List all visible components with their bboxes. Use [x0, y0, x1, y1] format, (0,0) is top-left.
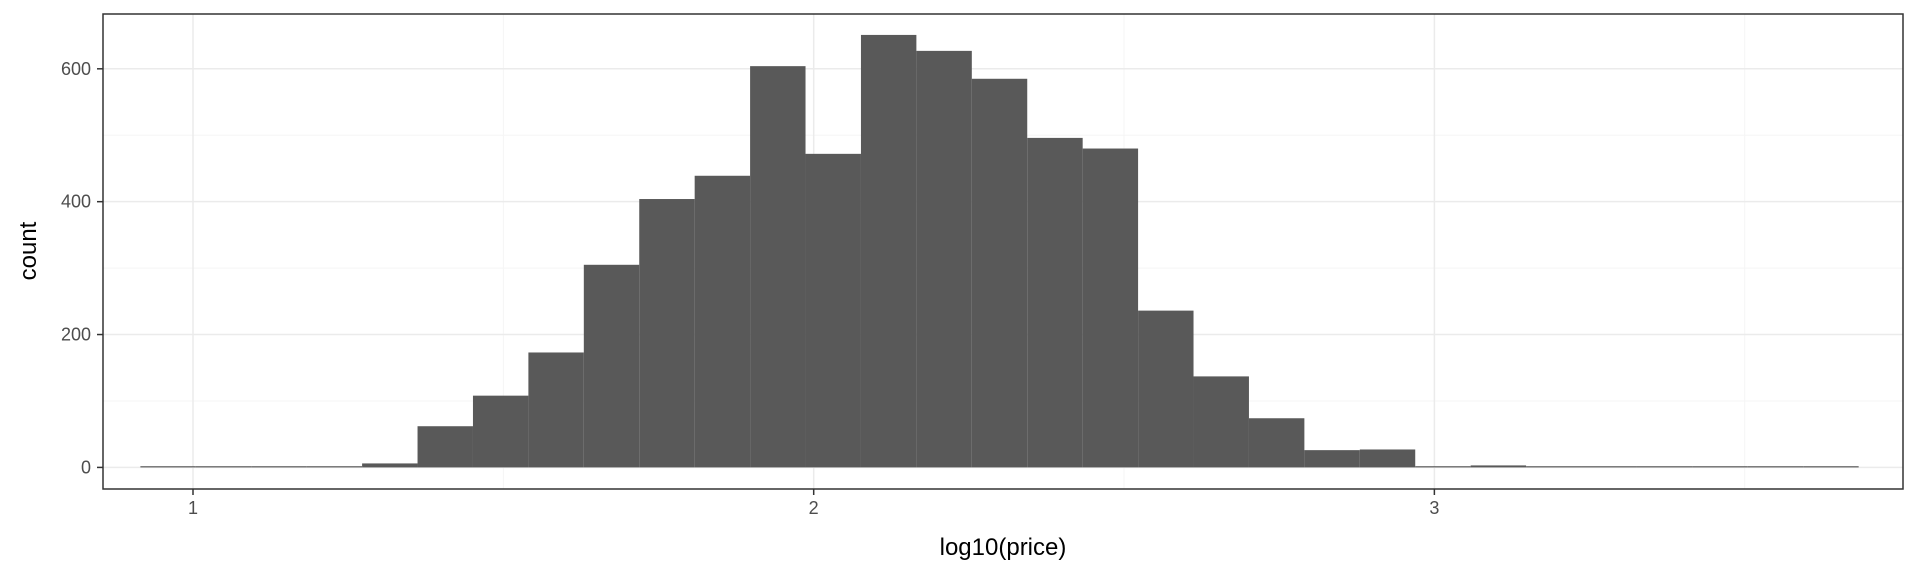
y-tick-label: 400: [61, 192, 91, 212]
x-tick-label: 3: [1429, 498, 1439, 518]
histogram-bar: [472, 395, 529, 468]
histogram-bar: [1248, 418, 1305, 468]
histogram-bar: [1193, 376, 1249, 468]
histogram-bar: [1581, 466, 1637, 468]
histogram-bar: [860, 34, 917, 468]
histogram-bar: [805, 153, 861, 468]
histogram-bar: [1304, 450, 1360, 468]
histogram-bar: [195, 466, 252, 468]
histogram-bar: [1082, 148, 1139, 468]
histogram-bar: [583, 264, 640, 468]
y-tick-label: 0: [81, 457, 91, 477]
y-tick-label: 200: [61, 325, 91, 345]
histogram-bar: [1027, 137, 1083, 468]
histogram-bar: [694, 175, 751, 468]
histogram-bar: [1470, 465, 1527, 468]
histogram-bar: [1636, 466, 1693, 468]
x-tick-label: 2: [809, 498, 819, 518]
histogram-bar: [1415, 466, 1471, 468]
histogram-bar: [750, 66, 806, 468]
panel-border: [102, 13, 1904, 490]
y-tick-label: 600: [61, 59, 91, 79]
histogram-bar: [916, 50, 972, 468]
histogram-bar: [251, 466, 307, 468]
x-axis-title: log10(price): [940, 534, 1067, 561]
histogram-bar: [1747, 466, 1804, 468]
histogram-bar: [639, 199, 695, 468]
histogram-bar: [140, 466, 196, 468]
histogram-bar: [528, 352, 584, 468]
y-axis-title: count: [15, 221, 42, 280]
axis-ticks: [97, 68, 1436, 495]
histogram-bar: [417, 426, 473, 468]
histogram-bars: [140, 34, 1859, 468]
histogram-bar: [971, 78, 1028, 468]
histogram-bar: [1803, 466, 1859, 468]
histogram-bar: [362, 463, 418, 468]
tick-labels: 1 2 3 0 200 400 600: [61, 59, 1439, 518]
histogram-bar: [1526, 466, 1582, 468]
histogram-bar: [1138, 310, 1194, 468]
histogram-bar: [306, 466, 363, 468]
histogram-bar: [1692, 466, 1748, 468]
x-tick-label: 1: [188, 498, 198, 518]
histogram-bar: [1359, 449, 1416, 468]
